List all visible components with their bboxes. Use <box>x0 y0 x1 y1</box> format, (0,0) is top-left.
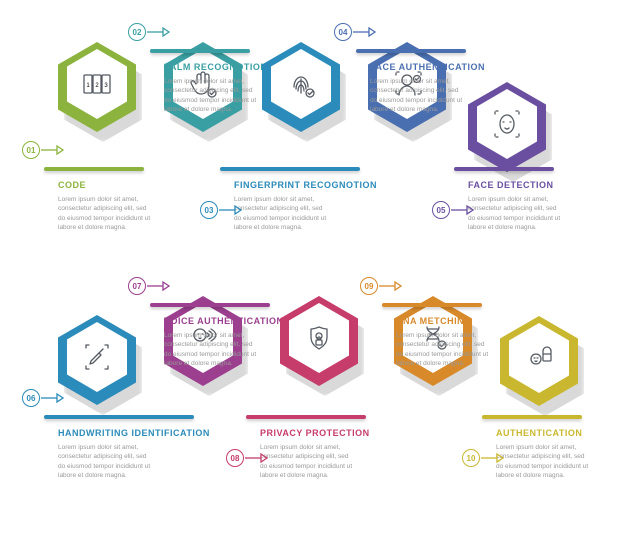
arrow-icon <box>147 26 171 38</box>
item-description: Lorem ipsum dolor sit amet, consectetur … <box>496 443 591 481</box>
accent-bar <box>150 303 270 307</box>
arrow-icon <box>451 204 475 216</box>
item-description: Lorem ipsum dolor sit amet, consectetur … <box>164 77 259 115</box>
info-block-05: FACE DETECTION Lorem ipsum dolor sit ame… <box>468 180 563 233</box>
arrow-icon <box>481 452 505 464</box>
step-badge-10: 10 <box>462 449 480 467</box>
item-description: Lorem ipsum dolor sit amet, consectetur … <box>370 77 465 115</box>
step-badge-05: 05 <box>432 201 450 219</box>
accent-bar <box>454 167 554 171</box>
info-block-01: CODE Lorem ipsum dolor sit amet, consect… <box>58 180 153 233</box>
handwriting-icon <box>80 340 114 374</box>
step-badge-08: 08 <box>226 449 244 467</box>
accent-bar <box>150 49 250 53</box>
item-title: FACE DETECTION <box>468 180 563 190</box>
step-badge-06: 06 <box>22 389 40 407</box>
item-title: CODE <box>58 180 153 190</box>
item-description: Lorem ipsum dolor sit amet, consectetur … <box>396 331 491 369</box>
accent-bar <box>246 415 366 419</box>
accent-bar <box>44 415 194 419</box>
accent-bar <box>356 49 466 53</box>
item-title: FINGERPRINT RECOGNOTION <box>234 180 377 190</box>
item-title: PRIVACY PROTECTION <box>260 428 370 438</box>
arrow-icon <box>41 392 65 404</box>
item-title: PALM RECOGNOTION <box>164 62 267 72</box>
item-title: DNA METCHING <box>396 316 491 326</box>
privacy-icon <box>302 321 336 355</box>
auth-icon <box>522 341 556 375</box>
item-description: Lorem ipsum dolor sit amet, consectetur … <box>468 195 563 233</box>
code-icon <box>80 67 114 101</box>
arrow-icon <box>245 452 269 464</box>
item-description: Lorem ipsum dolor sit amet, consectetur … <box>234 195 329 233</box>
info-block-09: DNA METCHING Lorem ipsum dolor sit amet,… <box>396 316 491 369</box>
infographic-grid: CODE Lorem ipsum dolor sit amet, consect… <box>0 0 626 535</box>
item-description: Lorem ipsum dolor sit amet, consectetur … <box>260 443 355 481</box>
info-block-03: FINGERPRINT RECOGNOTION Lorem ipsum dolo… <box>234 180 377 233</box>
accent-bar <box>382 303 482 307</box>
fingerprint-icon <box>284 67 318 101</box>
hexagon-auth <box>500 316 578 406</box>
hexagon-code <box>58 42 136 132</box>
hexagon-handwriting <box>58 315 136 405</box>
item-title: HANDWRITING IDENTIFICATION <box>58 428 210 438</box>
info-block-02: PALM RECOGNOTION Lorem ipsum dolor sit a… <box>164 62 267 115</box>
hexagon-face-detect <box>468 82 546 172</box>
accent-bar <box>220 167 360 171</box>
arrow-icon <box>41 144 65 156</box>
step-badge-04: 04 <box>334 23 352 41</box>
step-badge-03: 03 <box>200 201 218 219</box>
accent-bar <box>44 167 144 171</box>
item-title: AUTHENTICATION <box>496 428 591 438</box>
arrow-icon <box>379 280 403 292</box>
hexagon-fingerprint <box>262 42 340 132</box>
arrow-icon <box>147 280 171 292</box>
accent-bar <box>482 415 582 419</box>
step-badge-07: 07 <box>128 277 146 295</box>
info-block-06: HANDWRITING IDENTIFICATION Lorem ipsum d… <box>58 428 210 481</box>
step-badge-02: 02 <box>128 23 146 41</box>
info-block-07: VOICE AUTHENTICATION Lorem ipsum dolor s… <box>164 316 284 369</box>
arrow-icon <box>353 26 377 38</box>
item-description: Lorem ipsum dolor sit amet, consectetur … <box>58 443 153 481</box>
info-block-08: PRIVACY PROTECTION Lorem ipsum dolor sit… <box>260 428 370 481</box>
hexagon-privacy <box>280 296 358 386</box>
item-title: VOICE AUTHENTICATION <box>164 316 284 326</box>
item-description: Lorem ipsum dolor sit amet, consectetur … <box>58 195 153 233</box>
info-block-10: AUTHENTICATION Lorem ipsum dolor sit ame… <box>496 428 591 481</box>
step-badge-01: 01 <box>22 141 40 159</box>
step-badge-09: 09 <box>360 277 378 295</box>
arrow-icon <box>219 204 243 216</box>
item-description: Lorem ipsum dolor sit amet, consectetur … <box>164 331 259 369</box>
face-detect-icon <box>490 107 524 141</box>
item-title: FACE AUTHENTICATION <box>370 62 485 72</box>
